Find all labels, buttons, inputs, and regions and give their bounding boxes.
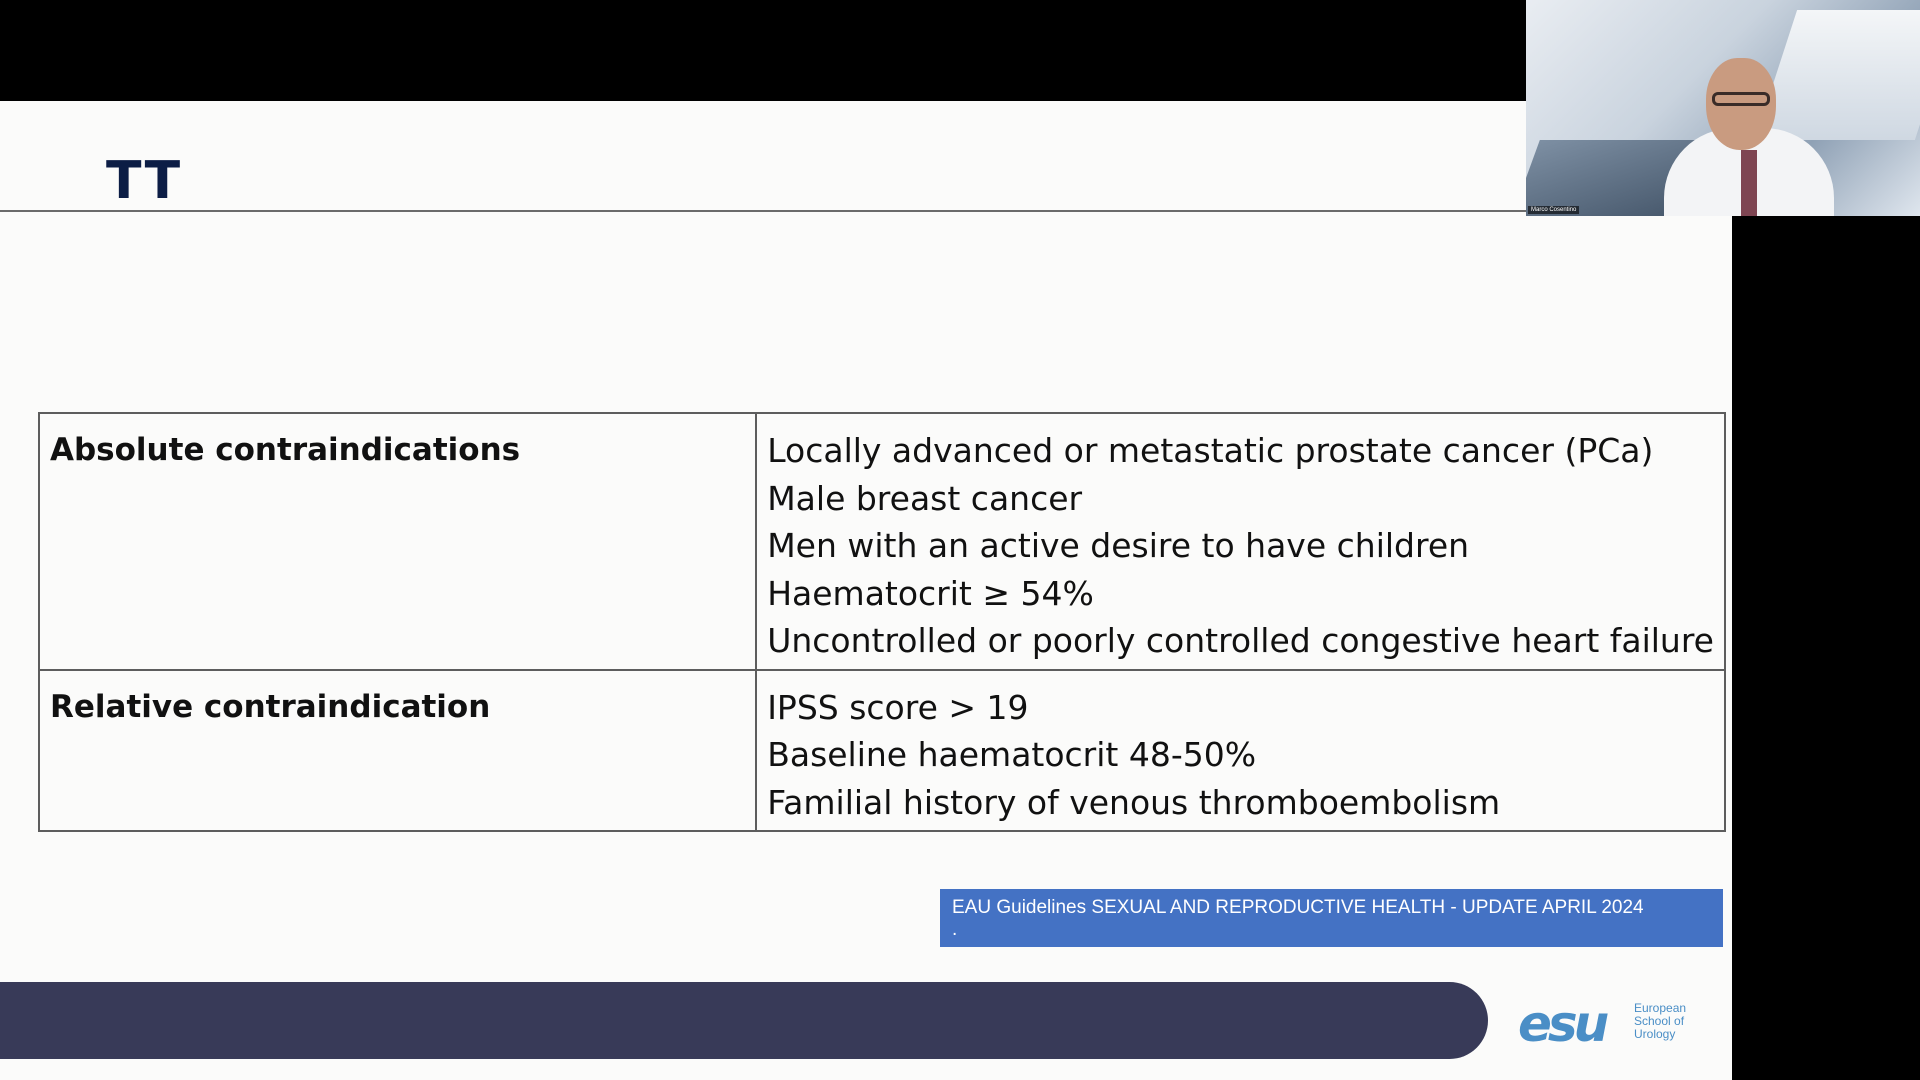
row-items: IPSS score > 19 Baseline haematocrit 48-…	[755, 668, 1726, 832]
list-item: Familial history of venous thromboemboli…	[767, 782, 1501, 822]
speaker-webcam[interactable]: Marco Cosentino	[1526, 0, 1920, 216]
table-row: Absolute contraindications Locally advan…	[37, 412, 1726, 671]
esu-logo: esu European School of Urology	[1518, 996, 1698, 1052]
table-row: Relative contraindication IPSS score > 1…	[37, 668, 1726, 832]
logo-text-line: School of	[1634, 1014, 1685, 1028]
list-item: Locally advanced or metastatic prostate …	[767, 431, 1654, 470]
list-item: Haematocrit ≥ 54%	[767, 573, 1094, 613]
esu-logo-text: European School of Urology	[1634, 1002, 1704, 1041]
presentation-slide: TT Absolute contraindications Locally ad…	[0, 101, 1732, 1080]
slide-title: TT	[106, 151, 183, 211]
webcam-background-screen	[1754, 10, 1920, 140]
list-item: Male breast cancer	[767, 478, 1083, 518]
list-item: Uncontrolled or poorly controlled conges…	[767, 621, 1714, 660]
speaker-name-label: Marco Cosentino	[1528, 206, 1580, 214]
row-category: Absolute contraindications	[37, 412, 758, 671]
logo-text-line: European	[1634, 1001, 1687, 1015]
speaker-glasses	[1712, 92, 1770, 106]
list-item: Men with an active desire to have childr…	[767, 526, 1470, 565]
citation-box: EAU Guidelines SEXUAL AND REPRODUCTIVE H…	[940, 889, 1723, 947]
esu-logo-mark: esu	[1518, 995, 1609, 1053]
citation-dot: .	[952, 919, 958, 940]
list-item: Baseline haematocrit 48-50%	[767, 735, 1257, 774]
citation-text: EAU Guidelines SEXUAL AND REPRODUCTIVE H…	[952, 897, 1644, 918]
contraindications-table: Absolute contraindications Locally advan…	[37, 412, 1726, 832]
footer-bar	[0, 982, 1488, 1059]
speaker-tie	[1741, 150, 1757, 216]
row-category: Relative contraindication	[37, 668, 758, 832]
list-item: IPSS score > 19	[767, 687, 1029, 727]
title-divider	[0, 210, 1732, 212]
logo-text-line: Urology	[1634, 1027, 1676, 1041]
row-items: Locally advanced or metastatic prostate …	[755, 412, 1726, 671]
